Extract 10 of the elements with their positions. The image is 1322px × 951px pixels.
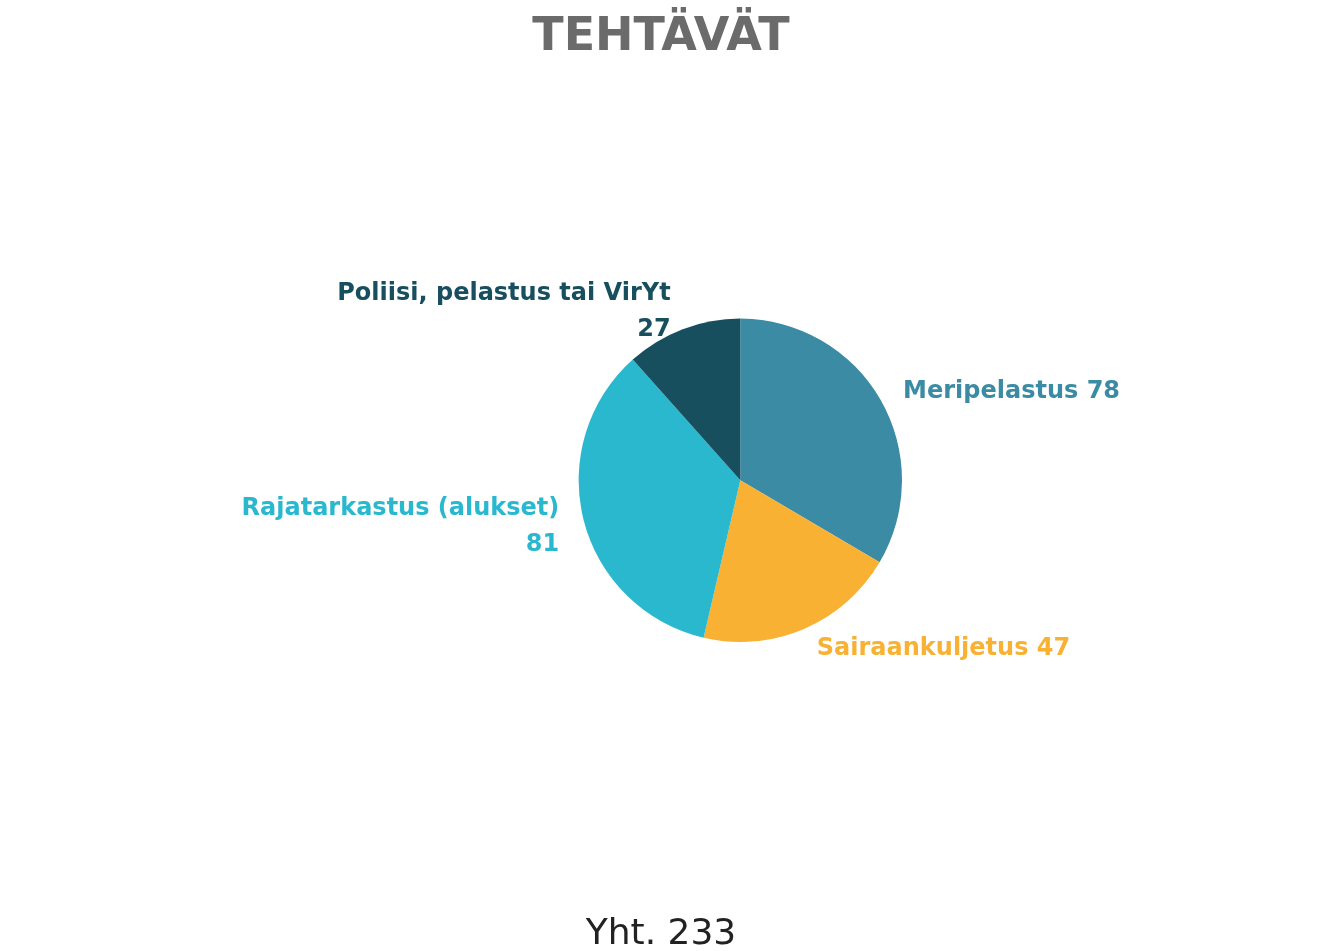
slice-label: Sairaankuljetus	[816, 633, 1029, 662]
data-label: 81	[525, 529, 560, 558]
data-label: 78	[1086, 376, 1121, 405]
text: Yht. 233	[584, 910, 737, 951]
slice-label: Poliisi, pelastus tai VirYt	[337, 278, 671, 307]
slice-label: Meripelastus	[903, 376, 1079, 405]
data-label: 47	[1036, 633, 1071, 662]
data-label: 27	[637, 314, 671, 343]
slice-label: Rajatarkastus (alukset)	[241, 493, 560, 522]
chart-title: TEHTÄVÄT	[532, 7, 791, 61]
